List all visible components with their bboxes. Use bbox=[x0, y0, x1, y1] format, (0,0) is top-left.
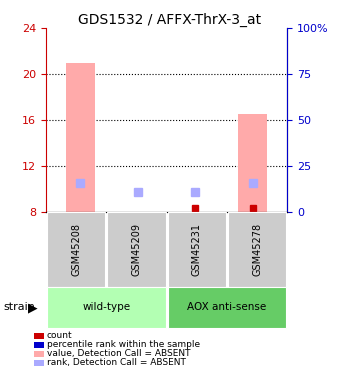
Text: strain: strain bbox=[3, 303, 35, 312]
Bar bbox=[66, 63, 95, 212]
Text: GSM45231: GSM45231 bbox=[192, 223, 202, 276]
Text: GDS1532 / AFFX-ThrX-3_at: GDS1532 / AFFX-ThrX-3_at bbox=[79, 13, 261, 27]
Text: value, Detection Call = ABSENT: value, Detection Call = ABSENT bbox=[47, 349, 190, 358]
Text: percentile rank within the sample: percentile rank within the sample bbox=[47, 340, 200, 349]
Text: GSM45209: GSM45209 bbox=[132, 223, 141, 276]
Text: rank, Detection Call = ABSENT: rank, Detection Call = ABSENT bbox=[47, 358, 186, 367]
Text: wild-type: wild-type bbox=[82, 303, 130, 312]
Text: GSM45208: GSM45208 bbox=[71, 223, 81, 276]
Bar bbox=[238, 114, 267, 212]
Text: count: count bbox=[47, 331, 72, 340]
Text: GSM45278: GSM45278 bbox=[252, 223, 262, 276]
Text: ▶: ▶ bbox=[28, 301, 37, 314]
Text: AOX anti-sense: AOX anti-sense bbox=[187, 303, 267, 312]
